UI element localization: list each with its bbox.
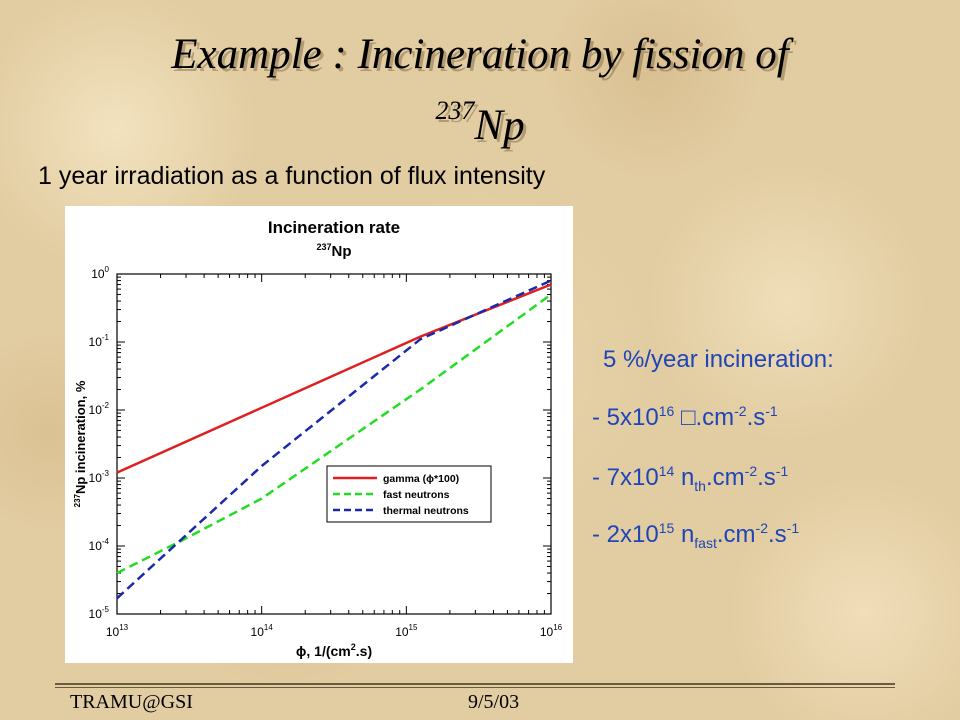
legend-label: gamma (ϕ*100): [383, 473, 459, 485]
x-tick-label: 1015: [395, 623, 418, 639]
note-thermal-flux: - 7x1014 nth.cm-2.s-1: [592, 463, 789, 494]
title-isotope-mass: 237: [435, 96, 475, 125]
plot-frame: [116, 273, 552, 615]
chart-subtitle: 237Np: [316, 242, 351, 260]
title-isotope-symbol: Np: [474, 102, 525, 149]
slide-subtitle: 1 year irradiation as a function of flux…: [38, 162, 546, 190]
legend-box: [326, 465, 492, 523]
legend-label: thermal neutrons: [383, 505, 469, 517]
chart-title: Incineration rate: [268, 218, 400, 237]
chart-panel: Incineration rate 237Np 1013 1014 1015 1016 10…: [65, 206, 573, 663]
legend-label: fast neutrons: [383, 489, 450, 501]
y-tick-label: 10-1: [89, 333, 110, 349]
y-axis-label: 237Np incineration, %: [73, 380, 88, 507]
footer-rule-thin: [55, 687, 895, 688]
slide-title-isotope: 237Np: [0, 96, 960, 150]
y-tick-label: 100: [91, 265, 109, 281]
series-line-0: [116, 283, 552, 474]
series-line-1: [116, 293, 552, 575]
footer-rule: [55, 683, 895, 685]
y-tick-label: 10-4: [89, 537, 110, 553]
footer-date: 9/5/03: [468, 691, 520, 713]
y-tick-label: 10-5: [89, 605, 110, 621]
slide-title: Example : Incineration by fission of: [171, 31, 789, 78]
note-gamma-flux: - 5x1016 □.cm-2.s-1: [592, 403, 778, 431]
footer-author: TRAMU@GSI: [70, 691, 193, 713]
x-tick-label: 1016: [540, 623, 563, 639]
notes-heading: 5 %/year incineration:: [603, 346, 834, 373]
x-tick-label: 1014: [251, 623, 274, 639]
y-tick-label: 10-3: [89, 469, 110, 485]
incineration-rate-chart: Incineration rate 237Np 1013 1014 1015 1016 10…: [73, 218, 563, 659]
note-fast-flux: - 2x1015 nfast.cm-2.s-1: [592, 520, 800, 551]
y-tick-label: 10-2: [89, 401, 110, 417]
x-axis-label: ϕ, 1/(cm2.s): [296, 642, 372, 659]
x-tick-label: 1013: [106, 623, 129, 639]
series-line-2: [116, 279, 552, 600]
